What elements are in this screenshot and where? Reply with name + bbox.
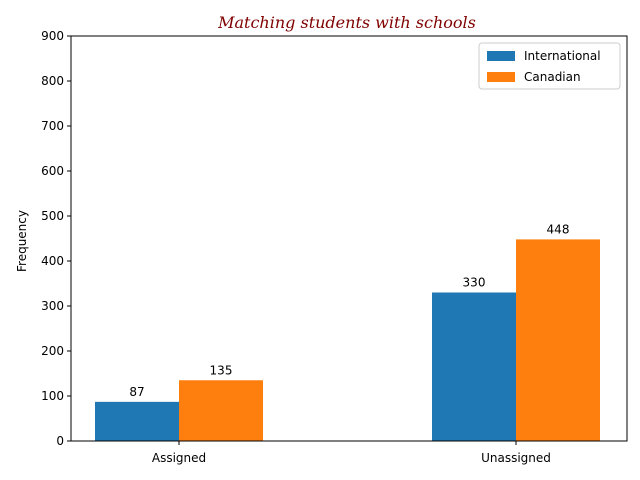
bar-canadian-assigned <box>179 380 263 441</box>
data-label-international-assigned: 87 <box>129 385 144 399</box>
y-tick-label: 900 <box>41 29 64 43</box>
bars-group <box>95 239 600 441</box>
data-label-canadian-unassigned: 448 <box>547 222 570 236</box>
y-tick-label: 600 <box>41 164 64 178</box>
y-axis-label: Frequency <box>15 210 29 272</box>
x-tick-label-assigned: Assigned <box>152 451 206 465</box>
legend-swatch-canadian <box>487 72 515 82</box>
y-tick-label: 400 <box>41 254 64 268</box>
bar-international-assigned <box>95 401 179 441</box>
y-tick-label: 0 <box>56 434 64 448</box>
bar-international-unassigned <box>432 292 516 441</box>
legend-swatch-international <box>487 51 515 61</box>
axes-group: 0 100 200 300 400 500 600 700 800 900 Assigned Unas… <box>41 29 628 465</box>
axes-frame <box>70 35 628 442</box>
y-tick-label: 500 <box>41 209 64 223</box>
data-labels-group: 87 330 135 448 <box>129 222 569 398</box>
x-tick-label-unassigned: Unassigned <box>481 451 551 465</box>
legend-label-canadian: Canadian <box>524 70 581 84</box>
y-tick-label: 800 <box>41 74 64 88</box>
y-tick-label: 100 <box>41 389 64 403</box>
y-tick-label: 300 <box>41 299 64 313</box>
legend: International Canadian <box>478 42 621 90</box>
chart-title: Matching students with schools <box>217 13 476 32</box>
y-tick-label: 200 <box>41 344 64 358</box>
bar-canadian-unassigned <box>516 239 600 441</box>
data-label-international-unassigned: 330 <box>463 276 486 290</box>
data-label-canadian-assigned: 135 <box>210 363 233 377</box>
y-tick-label: 700 <box>41 119 64 133</box>
legend-label-international: International <box>524 49 601 63</box>
